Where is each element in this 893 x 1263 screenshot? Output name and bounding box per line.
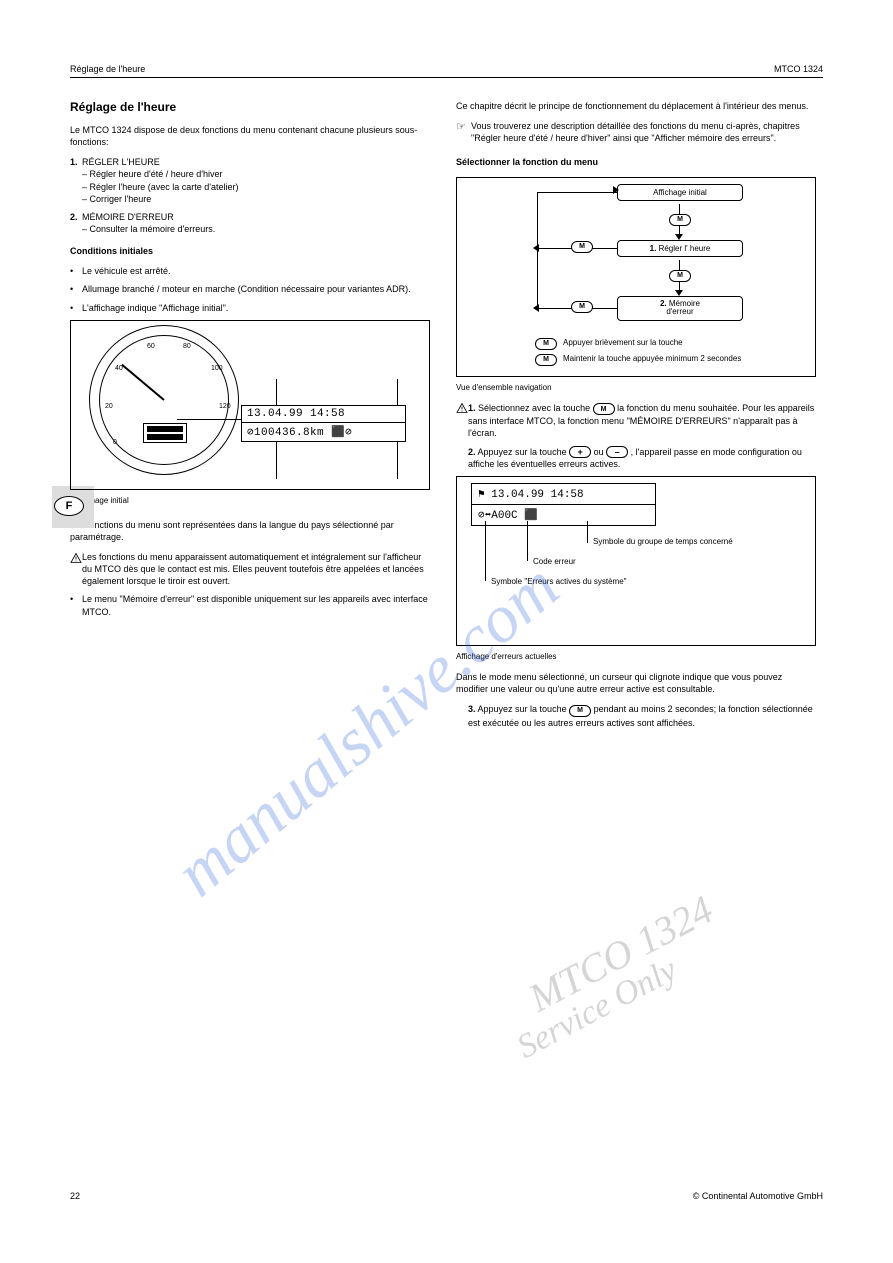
callout-line <box>485 521 486 581</box>
item-text: RÉGLER L'HEURE – Régler heure d'été / he… <box>82 156 430 205</box>
bullet-note: • Le menu "Mémoire d'erreur" est disponi… <box>70 593 430 617</box>
m-pill: M <box>569 705 591 717</box>
nav-box-initial: Affichage initial <box>617 184 743 201</box>
gauge-tick: 100 <box>211 365 223 372</box>
page-number: 22 <box>70 1191 80 1201</box>
legend-text: Appuyer brièvement sur la touche <box>563 338 683 347</box>
figure-caption: Affichage d'erreurs actuelles <box>456 652 816 661</box>
page-footer: 22 © Continental Automotive GmbH <box>70 1191 823 1201</box>
cond-item: •Allumage branché / moteur en marche (Co… <box>70 283 430 295</box>
copyright: © Continental Automotive GmbH <box>693 1191 823 1201</box>
step-item: 2. Appuyez sur la touche + ou – , l'appa… <box>456 446 816 470</box>
step-text: 2. Appuyez sur la touche + ou – , l'appa… <box>468 446 816 470</box>
m-pill: M <box>571 241 593 253</box>
cond-text: Le véhicule est arrêté. <box>82 265 430 277</box>
arrow-head-left-icon <box>533 244 539 252</box>
header-left: Réglage de l'heure <box>70 64 145 74</box>
note-text: Le menu "Mémoire d'erreur" est disponibl… <box>82 593 430 617</box>
subheading: Conditions initiales <box>70 245 430 257</box>
arrow-head-left-icon <box>533 304 539 312</box>
display-line-2: ⊘⬌A00C ⬛ <box>472 505 655 525</box>
gauge-tick: 120 <box>219 403 231 410</box>
gauge-figure: 0 20 40 60 80 100 120 13.04.99 14:58 ⊘10… <box>70 320 430 490</box>
display-readout: 13.04.99 14:58 ⊘100436.8km ⬛⊘ <box>241 405 406 442</box>
para: Ce chapitre décrit le principe de foncti… <box>456 100 816 112</box>
display-line-1: ⚑ 13.04.99 14:58 <box>472 484 655 505</box>
gauge-lcd-line <box>147 434 183 440</box>
m-pill: M <box>669 214 691 226</box>
left-column: Réglage de l'heure Le MTCO 1324 dispose … <box>70 100 430 735</box>
display-line-1: 13.04.99 14:58 <box>242 406 405 423</box>
display-line-2: ⊘100436.8km ⬛⊘ <box>242 423 405 441</box>
para: Les fonctions du menu sont représentées … <box>70 519 430 543</box>
nav-num: 2. <box>660 299 667 308</box>
nav-figure: Affichage initial 1. 1. Régler l' heureR… <box>456 177 816 377</box>
callout-line <box>527 521 528 561</box>
nav-label: Affichage initial <box>653 188 707 197</box>
right-column: Ce chapitre décrit le principe de foncti… <box>456 100 816 735</box>
error-display-figure: ⚑ 13.04.99 14:58 ⊘⬌A00C ⬛ Symbole du gro… <box>456 476 816 646</box>
callout-label: Symbole du groupe de temps concerné <box>593 537 733 546</box>
item-text: MÉMOIRE D'ERREUR – Consulter la mémoire … <box>82 211 430 235</box>
language-letter: F <box>66 500 73 512</box>
caution-icon <box>70 552 82 564</box>
language-badge: F <box>54 496 84 516</box>
cond-item: •Le véhicule est arrêté. <box>70 265 430 277</box>
watermark-2b: Service Only <box>511 951 683 1067</box>
hand-note: ☞ Vous trouverez une description détaill… <box>456 120 816 144</box>
list-item: 2. MÉMOIRE D'ERREUR – Consulter la mémoi… <box>70 211 430 235</box>
gauge-tick: 60 <box>147 343 155 350</box>
item-num: 1. <box>70 156 82 205</box>
item-num: 2. <box>70 211 82 235</box>
section-heading: Réglage de l'heure <box>70 100 430 114</box>
caution-step: 1. Sélectionnez avec la touche M la fonc… <box>456 402 816 440</box>
step-text: 1. Sélectionnez avec la touche M la fonc… <box>468 402 816 440</box>
legend-text: Maintenir la touche appuyée minimum 2 se… <box>563 354 741 363</box>
m-pill-long: M <box>535 354 557 366</box>
arrow-head-down-icon <box>675 290 683 296</box>
watermark-2a: MTCO 1324 <box>521 886 721 1022</box>
gauge-tick: 40 <box>115 365 123 372</box>
callout-line <box>587 521 588 543</box>
step-item: 3. Appuyez sur la touche M pendant au mo… <box>456 703 816 729</box>
hand-icon: ☞ <box>456 120 468 144</box>
callout-label: Code erreur <box>533 557 576 566</box>
header-right: MTCO 1324 <box>774 64 823 74</box>
cond-text: Allumage branché / moteur en marche (Con… <box>82 283 430 295</box>
cond-item: •L'affichage indique "Affichage initial"… <box>70 302 430 314</box>
gauge-tick: 20 <box>105 403 113 410</box>
para: Dans le mode menu sélectionné, un curseu… <box>456 671 816 695</box>
arrow-head-right-icon <box>613 186 619 194</box>
step-text: 3. Appuyez sur la touche M pendant au mo… <box>468 703 816 729</box>
display-readout: ⚑ 13.04.99 14:58 ⊘⬌A00C ⬛ <box>471 483 656 526</box>
nav-num: 1. <box>650 244 657 253</box>
gauge-tick: 80 <box>183 343 191 350</box>
note-text: Les fonctions du menu apparaissent autom… <box>82 551 430 587</box>
callout-label: Symbole "Erreurs actives du système" <box>491 577 627 586</box>
gauge-tick: 0 <box>113 439 117 446</box>
figure-caption: Vue d'ensemble navigation <box>456 383 816 392</box>
plus-pill: + <box>569 446 591 458</box>
nav-box-2: 2. Mémoired'erreur <box>617 296 743 322</box>
page-header: Réglage de l'heure MTCO 1324 <box>70 64 823 78</box>
arrow-line <box>537 192 617 193</box>
caution-note: Les fonctions du menu apparaissent autom… <box>70 551 430 587</box>
intro-para: Le MTCO 1324 dispose de deux fonctions d… <box>70 124 430 148</box>
cond-text: L'affichage indique "Affichage initial". <box>82 302 430 314</box>
callout-line <box>177 419 243 420</box>
m-pill: M <box>669 270 691 282</box>
m-pill-short: M <box>535 338 557 350</box>
menu-items-list: 1. RÉGLER L'HEURE – Régler heure d'été /… <box>70 156 430 235</box>
figure-caption: L'affichage initial <box>70 496 430 505</box>
list-item: 1. RÉGLER L'HEURE – Régler heure d'été /… <box>70 156 430 205</box>
m-pill: M <box>571 301 593 313</box>
subheading: Sélectionner la fonction du menu <box>456 156 816 168</box>
m-pill: M <box>593 403 615 415</box>
nav-box-1: 1. 1. Régler l' heureRégler l' heure <box>617 240 743 257</box>
gauge-lcd-line <box>147 426 183 432</box>
note-text: Vous trouverez une description détaillée… <box>471 120 816 144</box>
minus-pill: – <box>606 446 628 458</box>
arrow-head-down-icon <box>675 234 683 240</box>
caution-icon <box>456 402 468 414</box>
